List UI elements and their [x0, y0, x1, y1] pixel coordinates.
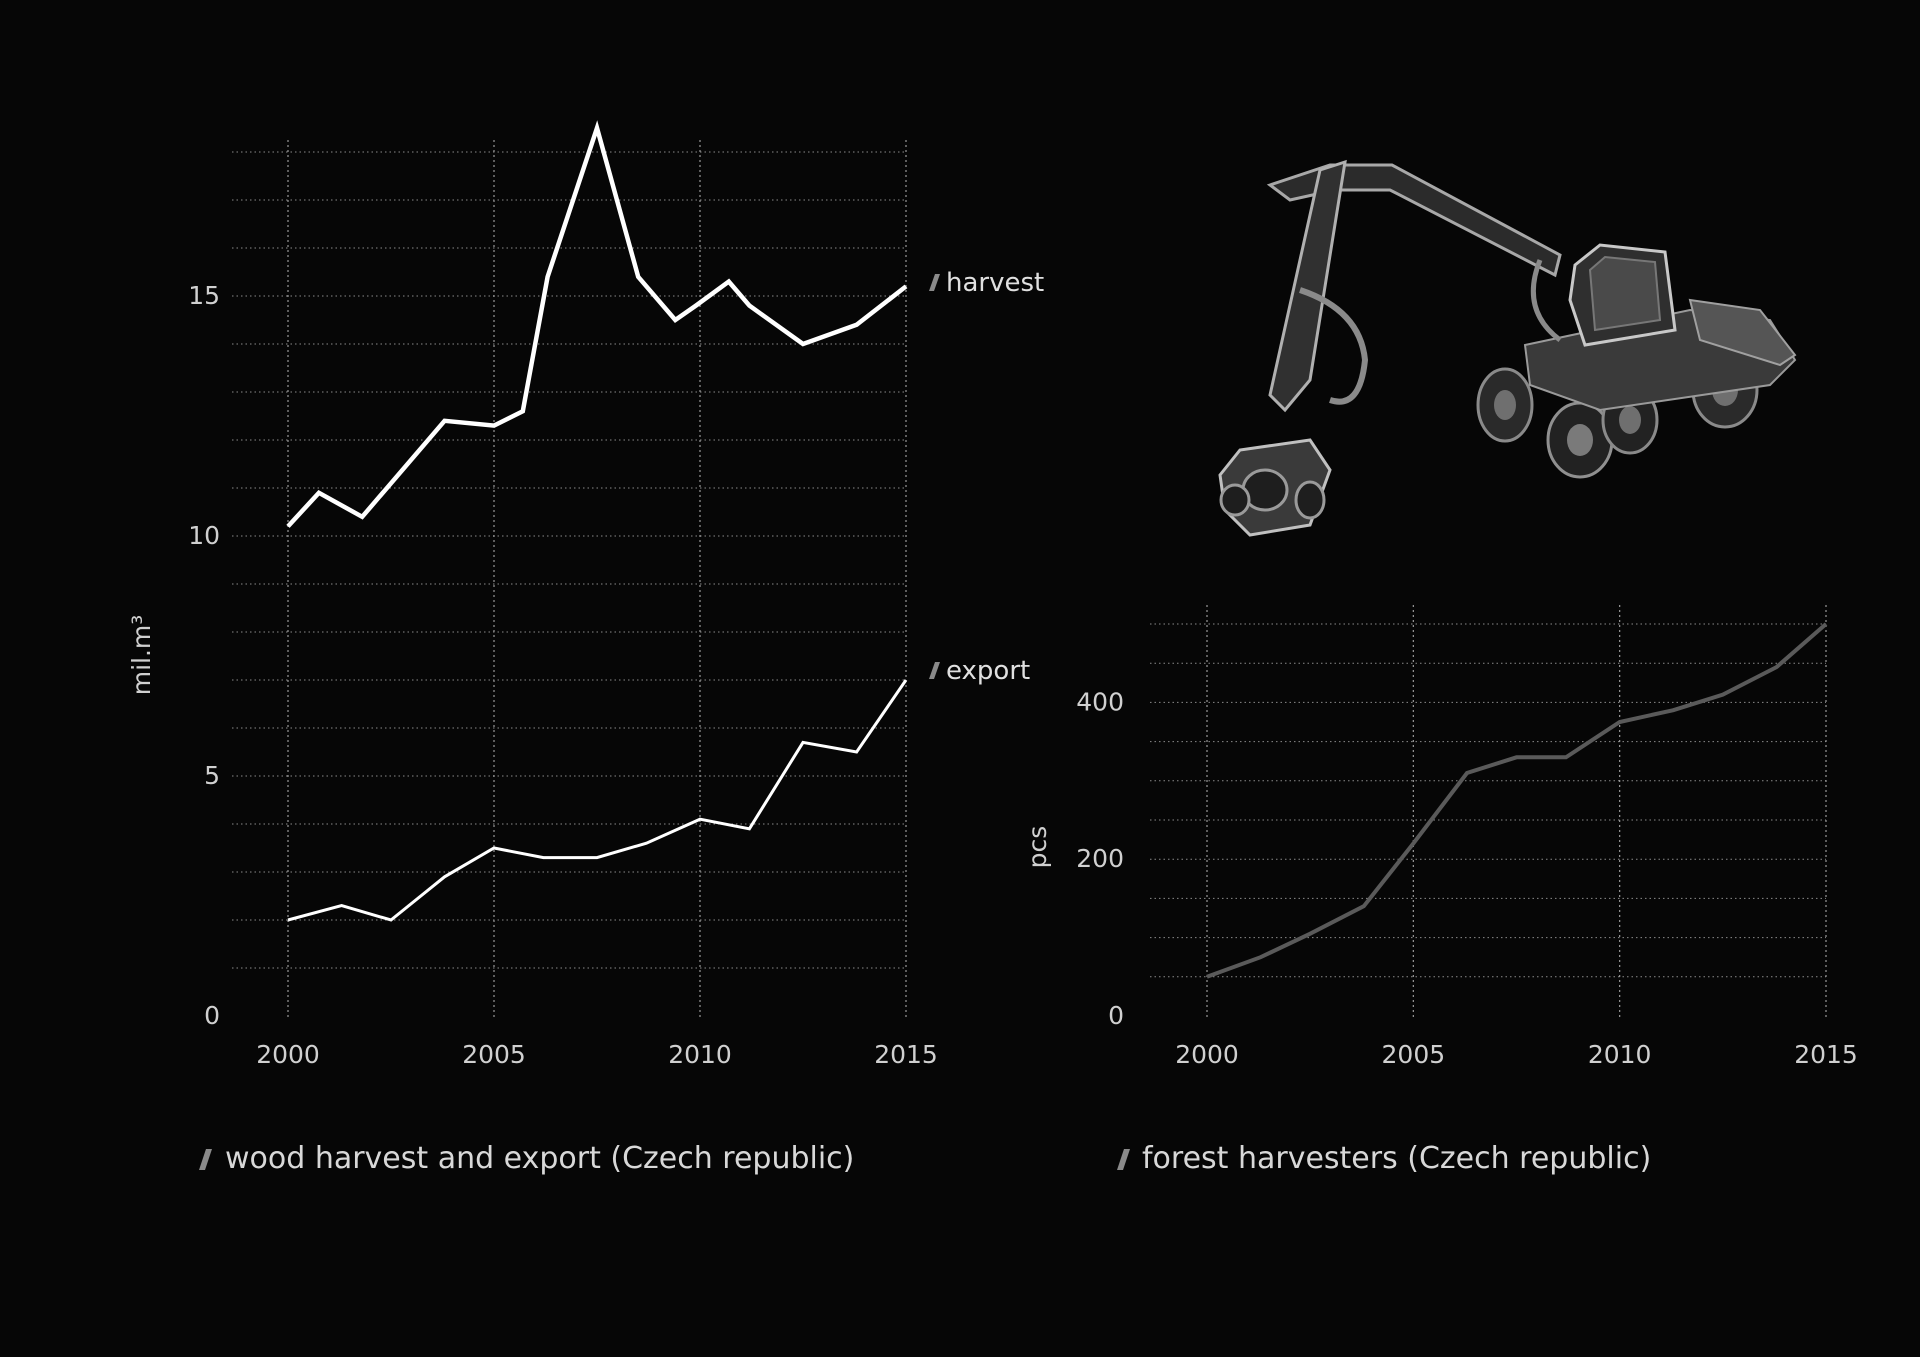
right-y-axis-label: pcs — [1023, 826, 1052, 869]
export-series-line — [287, 679, 908, 922]
harvest-slash-marker — [929, 274, 940, 291]
y-tick-label: 200 — [1076, 844, 1124, 873]
y-tick-label: 5 — [204, 761, 220, 790]
right-x-tick-labels: 2000 2005 2010 2015 — [1175, 1040, 1858, 1069]
right-chart-caption-group: forest harvesters (Czech republic) — [1117, 1141, 1651, 1176]
right-chart-title: forest harvesters (Czech republic) — [1142, 1141, 1651, 1176]
x-tick-label: 2005 — [1382, 1040, 1446, 1069]
x-tick-label: 2010 — [1588, 1040, 1652, 1069]
y-tick-label: 15 — [188, 281, 220, 310]
y-tick-label: 0 — [204, 1001, 220, 1030]
harvest-series-label-group: harvest — [929, 268, 1044, 298]
harvest-series-line — [286, 120, 908, 528]
left-chart-grid — [232, 140, 907, 1018]
right-chart-grid — [1150, 605, 1827, 1018]
y-tick-label: 0 — [1108, 1001, 1124, 1030]
x-tick-label: 2005 — [462, 1040, 526, 1069]
y-tick-label: 400 — [1076, 687, 1124, 716]
wood-harvest-chart: 0 5 10 15 2000 2005 2010 2015 mil.m³ harvest e… — [127, 120, 1044, 1176]
x-tick-label: 2015 — [1794, 1040, 1858, 1069]
export-series-label: export — [946, 656, 1030, 686]
x-tick-label: 2000 — [256, 1040, 320, 1069]
left-y-axis-label: mil.m³ — [127, 615, 156, 696]
forest-harvesters-chart: 0 200 400 2000 2005 2010 2015 pcs forest harv… — [1023, 605, 1858, 1176]
export-slash-marker — [929, 662, 940, 679]
left-x-tick-labels: 2000 2005 2010 2015 — [256, 1040, 938, 1069]
x-tick-label: 2010 — [668, 1040, 732, 1069]
left-y-tick-labels: 0 5 10 15 — [188, 281, 220, 1030]
left-caption-slash-marker — [199, 1149, 212, 1170]
left-chart-series — [286, 120, 908, 922]
harvesters-series-line — [1206, 622, 1828, 979]
right-caption-slash-marker — [1117, 1149, 1130, 1170]
harvest-series-label: harvest — [946, 268, 1044, 298]
forest-harvester-illustration — [1218, 159, 1797, 537]
left-chart-caption-group: wood harvest and export (Czech republic) — [199, 1141, 854, 1176]
left-chart-title: wood harvest and export (Czech republic) — [225, 1141, 854, 1176]
export-series-label-group: export — [929, 656, 1030, 686]
right-chart-series — [1206, 622, 1828, 979]
y-tick-label: 10 — [188, 521, 220, 550]
x-tick-label: 2015 — [874, 1040, 938, 1069]
right-y-tick-labels: 0 200 400 — [1076, 687, 1124, 1030]
x-tick-label: 2000 — [1175, 1040, 1239, 1069]
